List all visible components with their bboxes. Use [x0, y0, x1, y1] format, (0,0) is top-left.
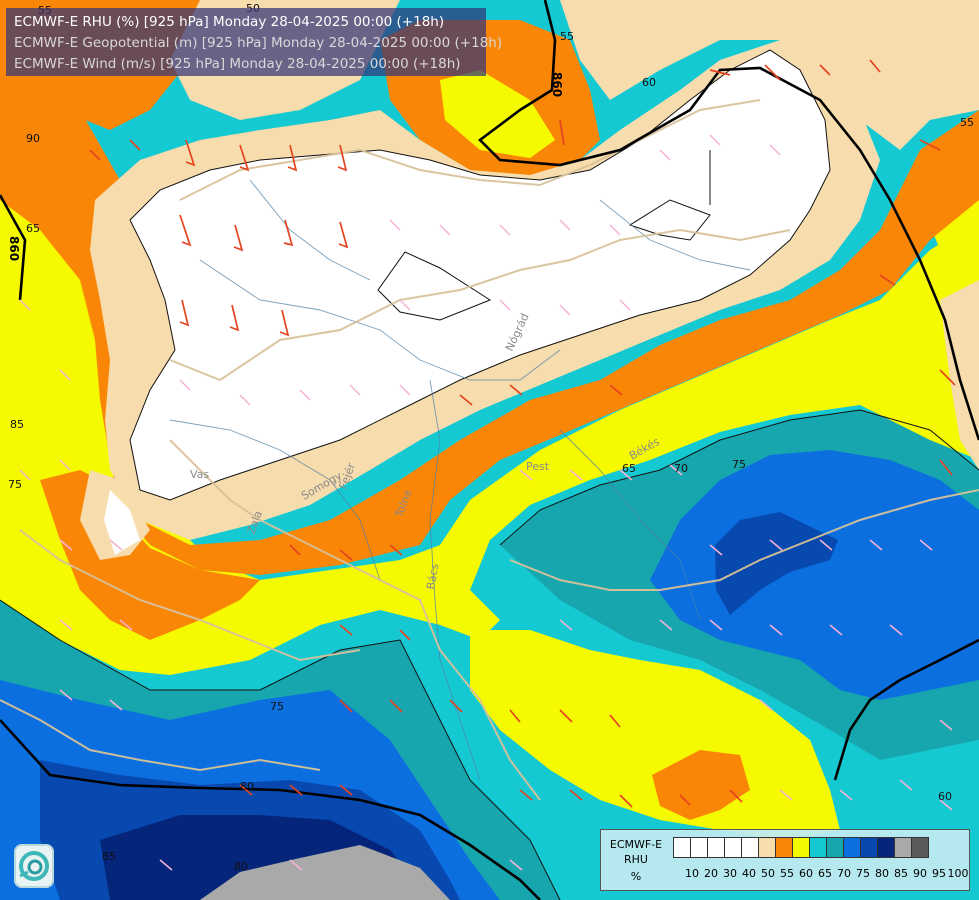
legend-label: 100 — [947, 867, 969, 880]
legend-variable: RHU — [624, 853, 648, 866]
rh-contour-label-70-c: 70 — [674, 462, 688, 475]
rh-band-80-east — [650, 450, 979, 700]
legend-model: ECMWF-E — [609, 838, 663, 851]
legend-swatch-0 — [673, 837, 691, 858]
rh-contour-label-75-sw: 75 — [270, 700, 284, 713]
legend-swatch-7 — [792, 837, 810, 858]
rh-contour-label-60-n: 60 — [642, 76, 656, 89]
county-label-pest: Pest — [526, 460, 550, 473]
legend-label: 40 — [742, 867, 756, 880]
legend-swatch-5 — [758, 837, 776, 858]
legend-swatch-10 — [843, 837, 861, 858]
rh-band-65 — [0, 120, 979, 675]
legend-swatch-12 — [877, 837, 895, 858]
geopotential-label-860-n: 860 — [550, 72, 564, 97]
legend-swatch-8 — [809, 837, 827, 858]
map-title-box: ECMWF-E RHU (%) [925 hPa] Monday 28-04-2… — [6, 8, 502, 76]
geopotential-label-860-w: 860 — [7, 236, 21, 261]
rh-contour-label-65-w: 65 — [26, 222, 40, 235]
rh-contour-label-65-c: 65 — [622, 462, 636, 475]
legend-swatch-1 — [690, 837, 708, 858]
legend-swatch-3 — [724, 837, 742, 858]
legend-label: 10 — [685, 867, 699, 880]
legend-swatch-2 — [707, 837, 725, 858]
legend-label: 70 — [837, 867, 851, 880]
legend-swatch-9 — [826, 837, 844, 858]
title-rhu: ECMWF-E RHU (%) [925 hPa] Monday 28-04-2… — [14, 14, 445, 30]
legend-swatch-4 — [741, 837, 759, 858]
legend-label: 85 — [894, 867, 908, 880]
rh-contour-label-90-w: 90 — [26, 132, 40, 145]
rh-contour-label-60-se: 60 — [938, 790, 952, 803]
legend-swatch-6 — [775, 837, 793, 858]
rh-band-85-east — [715, 512, 838, 615]
legend-label: 80 — [875, 867, 889, 880]
rh-band-50 — [130, 50, 830, 500]
legend-label: 20 — [704, 867, 718, 880]
legend-label: 90 — [913, 867, 927, 880]
rh-band-60-south — [652, 750, 750, 820]
rh-contour-label-80-sw: 80 — [240, 780, 254, 793]
legend-swatch-13 — [894, 837, 912, 858]
rh-contour-label-85-w: 85 — [10, 418, 24, 431]
legend-swatch-14 — [911, 837, 929, 858]
rh-contour-label-85-sw: 85 — [102, 850, 116, 863]
legend-color-scale — [673, 837, 929, 858]
rh-band-55-northeast — [560, 0, 979, 150]
rh-band-95-southwest — [200, 845, 450, 900]
rh-band-65-north — [440, 70, 555, 158]
rh-contour-label-75-e: 75 — [732, 458, 746, 471]
ogimet-logo-icon — [14, 844, 54, 888]
legend-label: 55 — [780, 867, 794, 880]
legend-swatch-11 — [860, 837, 878, 858]
legend-label-scale: 10 20 30 40 50 55 60 65 70 75 80 85 90 95 100 — [673, 867, 969, 881]
rh-band-60 — [0, 60, 979, 575]
legend-label: 95 — [932, 867, 946, 880]
rh-legend: ECMWF-E RHU % 10 20 30 40 50 55 60 65 70 75 80 85 90… — [600, 829, 970, 891]
rh-contour-label-55-n2: 55 — [560, 30, 574, 43]
rh-band-50-southwest — [104, 490, 140, 555]
county-label-vas: Vas — [190, 468, 209, 481]
legend-label: 65 — [818, 867, 832, 880]
legend-label: 75 — [856, 867, 870, 880]
legend-label: 60 — [799, 867, 813, 880]
legend-label: 50 — [761, 867, 775, 880]
rh-contour-label-55-ne: 55 — [960, 116, 974, 129]
rh-contour-label-80-sw2: 80 — [234, 860, 248, 873]
title-geopotential: ECMWF-E Geopotential (m) [925 hPa] Monda… — [14, 35, 503, 51]
county-label-bacs: Bács — [424, 562, 441, 590]
legend-unit: % — [630, 870, 642, 883]
legend-label: 30 — [723, 867, 737, 880]
rh-contour-label-75-w: 75 — [8, 478, 22, 491]
title-wind: ECMWF-E Wind (m/s) [925 hPa] Monday 28-0… — [14, 56, 461, 72]
